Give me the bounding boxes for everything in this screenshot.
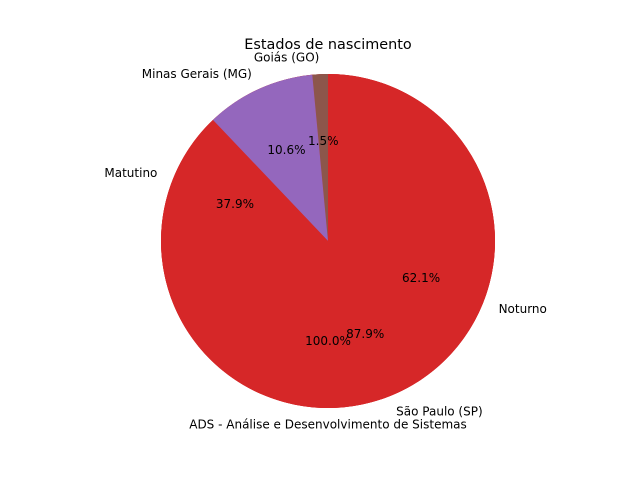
pie-slice-goias-go bbox=[312, 74, 328, 241]
pie-slice-minas-gerais-mg bbox=[212, 74, 328, 241]
slice-percent-ads-analise-e-desenvolvimento-de-sistemas: 100.0% bbox=[305, 334, 351, 348]
pie-labels: ADS - Análise e Desenvolvimento de Siste… bbox=[104, 51, 547, 432]
slice-percent-minas-gerais-mg: 10.6% bbox=[267, 143, 305, 157]
slice-label-ads-analise-e-desenvolvimento-de-sistemas: ADS - Análise e Desenvolvimento de Siste… bbox=[189, 418, 467, 432]
slice-label-goias-go: Goiás (GO) bbox=[254, 51, 320, 65]
slice-percent-noturno: 62.1% bbox=[402, 271, 440, 285]
slice-label-noturno: Noturno bbox=[499, 302, 547, 316]
slice-percent-sao-paulo-sp: 87.9% bbox=[346, 327, 384, 341]
slice-label-minas-gerais-mg: Minas Gerais (MG) bbox=[142, 67, 252, 81]
slice-percent-matutino: 37.9% bbox=[216, 197, 254, 211]
pie-slice-sao-paulo-sp bbox=[161, 74, 496, 408]
slice-label-matutino: Matutino bbox=[104, 166, 157, 180]
pie-slices bbox=[161, 74, 496, 409]
slice-percent-goias-go: 1.5% bbox=[308, 134, 339, 148]
chart-title: Estados de nascimento bbox=[244, 37, 412, 53]
slice-label-sao-paulo-sp: São Paulo (SP) bbox=[396, 405, 483, 419]
